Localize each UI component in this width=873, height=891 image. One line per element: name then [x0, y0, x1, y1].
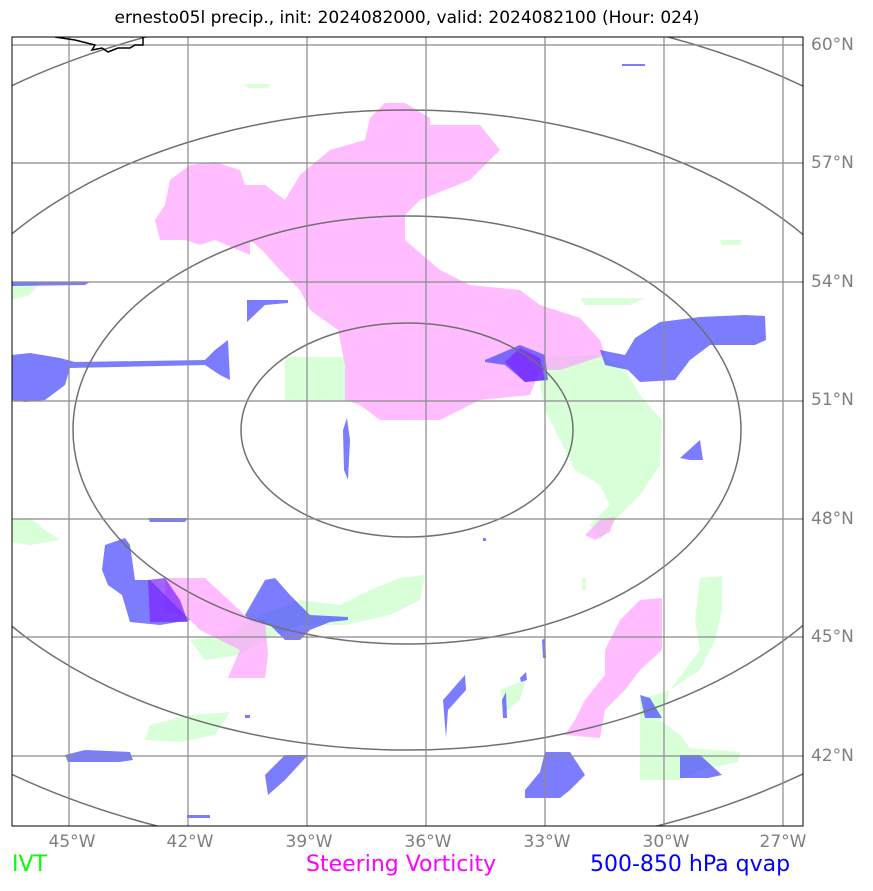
qvap-region	[680, 440, 703, 460]
overlap-fields	[148, 348, 545, 622]
qvap-region	[502, 692, 507, 718]
ivt-region	[580, 298, 645, 305]
qvap-region	[12, 282, 90, 286]
qvap-region	[245, 578, 348, 640]
vorticity-region	[565, 598, 662, 738]
lat-label: 45°N	[811, 627, 854, 647]
lon-label: 45°W	[48, 832, 96, 852]
qvap-region	[600, 315, 766, 382]
ivt-region	[582, 578, 586, 590]
qvap-region	[265, 755, 308, 795]
vorticity-region	[155, 103, 605, 420]
qvap-region	[525, 752, 585, 798]
qvap-region	[187, 815, 210, 818]
vorticity-fields	[155, 103, 662, 738]
ivt-region	[12, 282, 40, 300]
lat-label: 60°N	[811, 35, 854, 55]
vorticity-region	[585, 517, 615, 540]
map-title: ernesto05l precip., init: 2024082000, va…	[114, 8, 700, 28]
ivt-region	[12, 518, 60, 545]
lat-label: 48°N	[811, 509, 854, 529]
legend-ivt: IVT	[12, 852, 47, 877]
ivt-region	[720, 240, 742, 245]
qvap-region	[520, 672, 527, 682]
coastline	[54, 37, 144, 53]
ivt-region	[540, 355, 662, 540]
range-ring	[12, 109, 803, 751]
lon-label: 30°W	[642, 832, 690, 852]
qvap-region	[680, 755, 722, 778]
qvap-region	[245, 715, 250, 718]
range-ring	[72, 215, 742, 645]
qvap-region	[443, 675, 466, 738]
lat-label: 57°N	[811, 153, 854, 173]
range-rings	[12, 37, 803, 826]
lon-label: 33°W	[523, 832, 571, 852]
plot-frame	[11, 36, 804, 827]
vorticity-region	[165, 578, 268, 678]
ivt-region	[640, 576, 740, 780]
lat-label: 42°N	[811, 746, 854, 766]
lon-label: 39°W	[285, 832, 333, 852]
lon-label: 42°W	[166, 832, 214, 852]
gridlines	[12, 37, 803, 826]
range-ring	[240, 322, 574, 538]
qvap-region	[483, 538, 486, 541]
qvap-region	[247, 300, 288, 322]
lon-label: 36°W	[404, 832, 452, 852]
qvap-region	[343, 418, 350, 480]
lat-label: 54°N	[811, 272, 854, 292]
lat-label: 51°N	[811, 390, 854, 410]
overlap-region	[505, 348, 545, 382]
overlap-region	[148, 578, 188, 622]
ivt-region	[285, 357, 345, 400]
legend-qvap: 500-850 hPa qvap	[590, 852, 791, 877]
qvap-region	[622, 64, 645, 66]
qvap-region	[640, 695, 662, 718]
qvap-region	[12, 340, 230, 402]
legend-vorticity: Steering Vorticity	[306, 852, 497, 877]
lon-label: 27°W	[759, 832, 807, 852]
ivt-region	[245, 84, 270, 88]
